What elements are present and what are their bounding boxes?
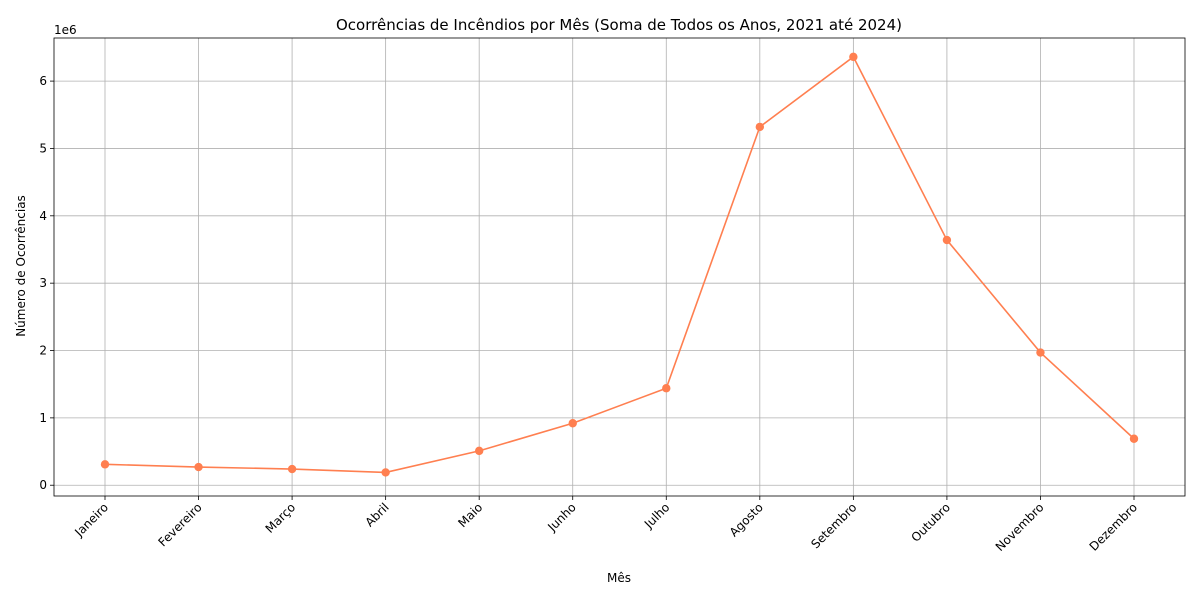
data-point: [662, 384, 671, 393]
y-axis-label: Número de Ocorrências: [14, 195, 28, 337]
y-tick-label: 0: [39, 478, 47, 492]
data-point: [1129, 434, 1139, 443]
x-tick-label: Junho: [544, 500, 578, 534]
x-tick-label: Abril: [362, 500, 391, 529]
x-tick-label: Novembro: [993, 500, 1047, 554]
plot-frame: [53, 37, 1186, 497]
data-point: [194, 462, 203, 472]
x-tick-label: Maio: [455, 500, 485, 530]
y-tick-label: 4: [39, 209, 47, 223]
y-tick-label: 6: [39, 74, 47, 88]
data-point: [755, 122, 765, 132]
y-ticks: 0 1 2 3 4 5 6: [39, 74, 54, 492]
x-ticks: Janeiro Fevereiro Março Abril Maio Junho Julho…: [71, 496, 1140, 554]
x-tick-label: Outubro: [908, 500, 953, 545]
series-line: [104, 55, 1135, 474]
data-point: [942, 235, 952, 245]
data-point: [287, 464, 297, 474]
series-occurrences: [100, 52, 1139, 477]
y-tick-label: 2: [39, 344, 47, 358]
data-point: [849, 52, 858, 62]
x-tick-label: Janeiro: [71, 500, 111, 540]
data-point: [568, 419, 577, 428]
x-tick-label: Dezembro: [1087, 500, 1140, 553]
y-tick-label: 5: [39, 141, 47, 155]
y-offset-label: 1e6: [54, 23, 77, 37]
x-tick-label: Julho: [641, 500, 672, 531]
chart-title: Ocorrências de Incêndios por Mês (Soma d…: [336, 16, 902, 34]
x-axis-label: Mês: [607, 571, 631, 585]
axes: [53, 37, 1186, 497]
x-tick-label: Fevereiro: [156, 500, 205, 549]
x-tick-label: Setembro: [808, 500, 859, 551]
data-point: [1036, 348, 1045, 357]
y-tick-label: 1: [39, 411, 47, 425]
x-tick-label: Agosto: [727, 500, 766, 539]
x-tick-label: Março: [263, 500, 299, 536]
data-point: [381, 468, 390, 477]
y-tick-label: 3: [39, 276, 47, 290]
data-point: [474, 446, 484, 456]
grid: [54, 38, 1185, 496]
data-point: [100, 460, 110, 469]
